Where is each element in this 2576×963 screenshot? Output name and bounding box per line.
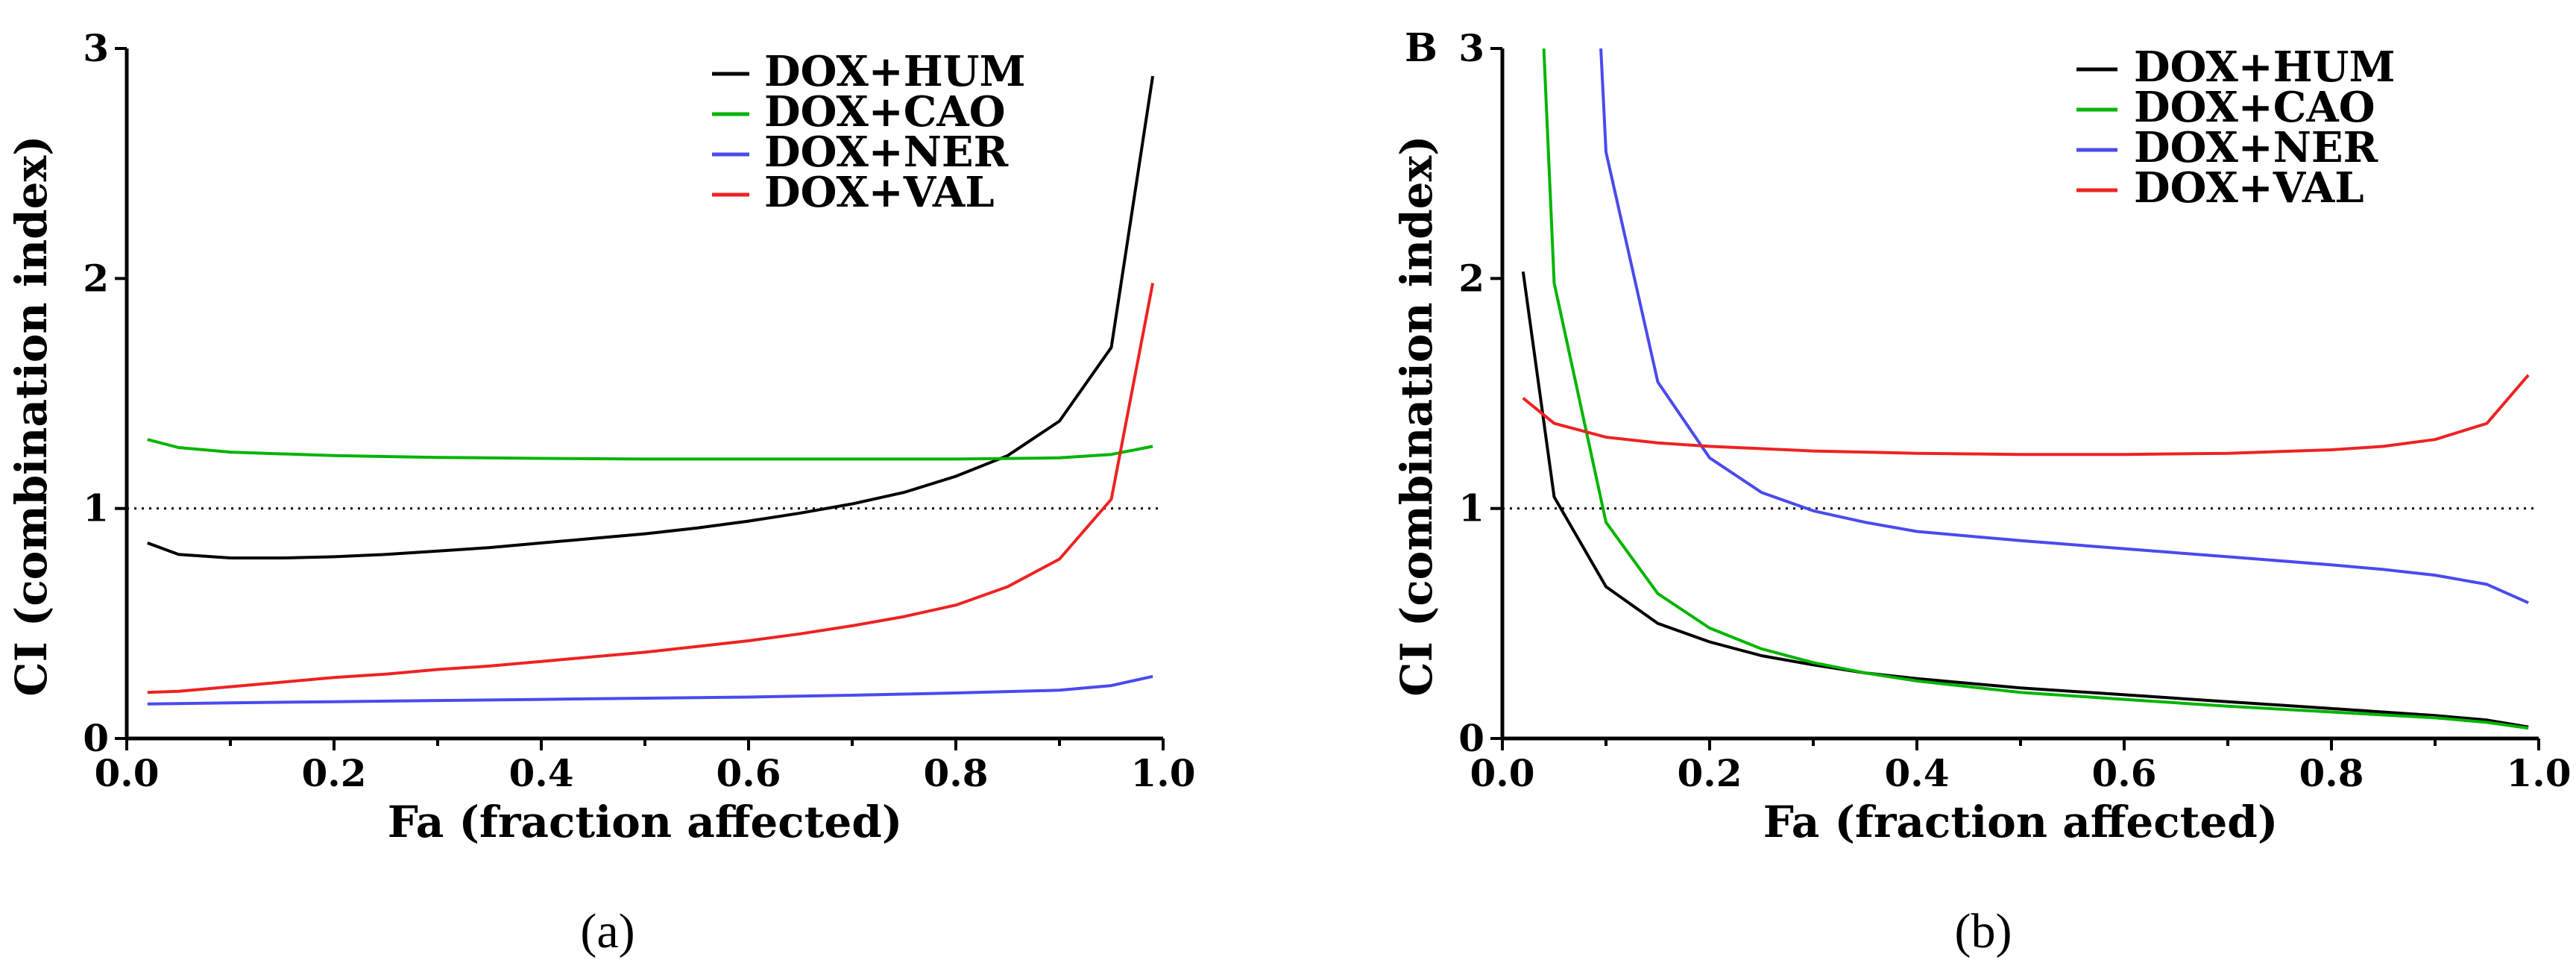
legend-label-dox-ner-a: DOX+NER bbox=[764, 128, 1009, 177]
x-tick-label-b: 0.8 bbox=[2299, 751, 2364, 795]
y-tick-label-b: 0 bbox=[1458, 716, 1484, 760]
series-line-dox-hum-b bbox=[1521, 271, 2529, 729]
legend-label-dox-cao-a: DOX+CAO bbox=[764, 87, 1006, 137]
legend-label-dox-hum-b: DOX+HUM bbox=[2134, 43, 2395, 92]
legend-label-dox-cao-b: DOX+CAO bbox=[2134, 83, 2375, 132]
y-tick-label-a: 1 bbox=[83, 486, 109, 530]
caption-b: (b) bbox=[1955, 904, 2012, 959]
panel-b: B (b) 0 1 2 3 0.0 0.2 0.4 0.6 0.8 1.0 Fa (fraction… bbox=[1391, 25, 2572, 959]
x-tick-label-a: 1.0 bbox=[1131, 751, 1196, 795]
caption-a: (a) bbox=[580, 904, 634, 959]
y-tick-label-a: 3 bbox=[83, 26, 109, 70]
series-line-dox-hum-a bbox=[147, 75, 1155, 559]
y-tick-label-b: 1 bbox=[1458, 486, 1484, 530]
legend-label-dox-val-a: DOX+VAL bbox=[764, 168, 995, 217]
series-line-dox-cao-b bbox=[1542, 48, 2529, 730]
y-tick-label-b: 3 bbox=[1458, 26, 1484, 70]
series-line-dox-ner-a bbox=[147, 674, 1153, 706]
x-tick-label-a: 0.2 bbox=[302, 751, 367, 795]
y-axis-title-b: CI (combination index) bbox=[1391, 135, 1442, 696]
x-tick-label-b: 0.2 bbox=[1678, 751, 1742, 795]
x-tick-label-a: 0.6 bbox=[717, 751, 781, 795]
y-tick-label-b: 2 bbox=[1458, 256, 1484, 300]
y-tick-label-a: 0 bbox=[83, 716, 109, 760]
series-line-dox-ner-b bbox=[1599, 48, 2529, 604]
panel-b-letter: B bbox=[1405, 25, 1437, 71]
series-line-dox-val-b bbox=[1522, 374, 2530, 457]
x-tick-label-b: 0.6 bbox=[2092, 751, 2157, 795]
x-tick-label-a: 0.0 bbox=[95, 751, 160, 795]
x-tick-label-b: 1.0 bbox=[2507, 751, 2572, 795]
series-line-dox-val-a bbox=[147, 283, 1155, 694]
y-tick-label-a: 2 bbox=[83, 256, 109, 300]
x-axis-title-b: Fa (fraction affected) bbox=[1763, 797, 2279, 847]
y-axis-title-a: CI (combination index) bbox=[6, 135, 57, 696]
x-tick-label-a: 0.8 bbox=[924, 751, 989, 795]
x-tick-label-a: 0.4 bbox=[509, 751, 574, 795]
x-tick-label-b: 0.4 bbox=[1885, 751, 1950, 795]
panel-a: (a) 0 1 2 3 0.0 0.2 0.4 0.6 0.8 1.0 Fa (fraction a… bbox=[6, 26, 1196, 959]
legend-label-dox-ner-b: DOX+NER bbox=[2134, 123, 2378, 172]
legend-label-dox-hum-a: DOX+HUM bbox=[764, 47, 1025, 96]
x-tick-label-b: 0.0 bbox=[1470, 751, 1535, 795]
legend-label-dox-val-b: DOX+VAL bbox=[2134, 163, 2364, 213]
series-line-dox-cao-a bbox=[147, 438, 1153, 461]
x-axis-title-a: Fa (fraction affected) bbox=[388, 797, 903, 847]
